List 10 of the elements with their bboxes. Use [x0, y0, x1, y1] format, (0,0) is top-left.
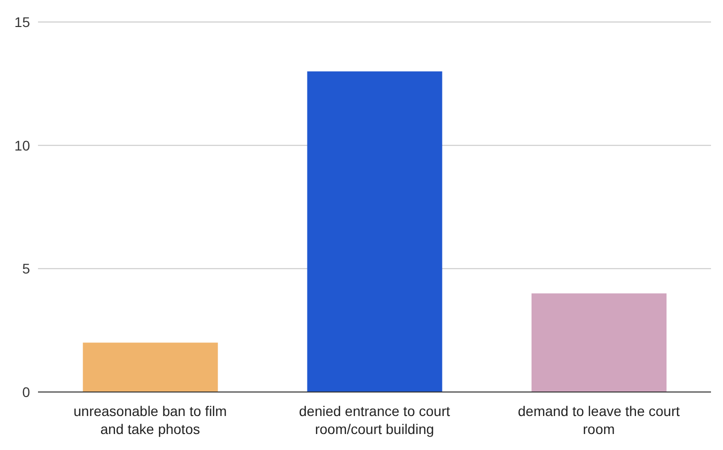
- bar: [307, 71, 442, 392]
- y-tick-label: 0: [22, 384, 30, 400]
- bar: [532, 293, 667, 392]
- x-tick-label: demand to leave the court room: [518, 403, 680, 437]
- x-tick-label: unreasonable ban to film and take photos: [74, 403, 227, 437]
- y-tick-label: 15: [14, 14, 30, 30]
- bar: [82, 342, 218, 392]
- x-tick-label: denied entrance to court room/court building: [299, 403, 450, 437]
- y-tick-label: 5: [22, 260, 30, 277]
- y-tick-label: 10: [14, 137, 30, 154]
